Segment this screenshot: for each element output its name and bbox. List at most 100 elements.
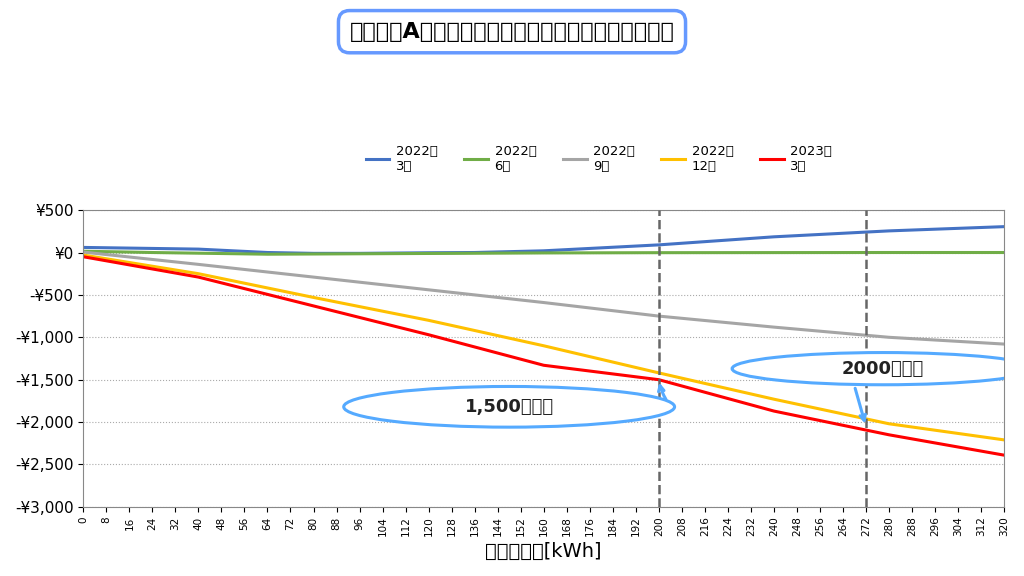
Line: 2022年
12月: 2022年 12月 <box>83 255 1004 440</box>
2022年
6月 <box>399 250 412 257</box>
2022年
3月 <box>906 226 919 233</box>
2022年
9月 <box>952 338 965 345</box>
2022年
9月 <box>814 328 826 335</box>
2023年
3月 <box>146 266 159 272</box>
2022年
12月 <box>860 415 872 422</box>
2022年
3月 <box>261 249 273 256</box>
2022年
3月 <box>630 242 642 249</box>
2022年
3月 <box>100 244 113 251</box>
Ellipse shape <box>344 386 675 427</box>
2022年
9月 <box>261 268 273 275</box>
2022年
6月 <box>883 249 895 256</box>
2022年
12月 <box>377 308 389 314</box>
X-axis label: 使用電力量[kWh]: 使用電力量[kWh] <box>485 542 602 561</box>
2022年
12月 <box>975 433 987 440</box>
2022年
3月 <box>538 247 550 254</box>
2023年
3月 <box>492 350 504 357</box>
2022年
3月 <box>123 245 135 252</box>
2022年
9月 <box>860 332 872 339</box>
2022年
9月 <box>676 315 688 322</box>
2022年
12月 <box>952 430 965 437</box>
2022年
6月 <box>929 249 941 256</box>
2022年
12月 <box>307 294 319 301</box>
2022年
3月 <box>814 231 826 238</box>
2023年
3月 <box>239 285 251 292</box>
2022年
3月 <box>676 240 688 247</box>
2022年
9月 <box>584 305 596 312</box>
2022年
6月 <box>744 249 757 256</box>
2023年
3月 <box>837 422 849 429</box>
Line: 2022年
6月: 2022年 6月 <box>83 251 1004 254</box>
2022年
3月 <box>307 250 319 257</box>
2023年
3月 <box>860 427 872 434</box>
2022年
6月 <box>146 249 159 256</box>
2022年
12月 <box>698 380 711 387</box>
2022年
12月 <box>906 423 919 430</box>
2023年
3月 <box>100 257 113 264</box>
2022年
12月 <box>239 280 251 287</box>
2022年
6月 <box>377 250 389 257</box>
2022年
9月 <box>353 279 366 286</box>
2022年
9月 <box>77 249 89 256</box>
2022年
12月 <box>469 327 481 334</box>
2022年
6月 <box>997 249 1010 256</box>
2022年
12月 <box>791 401 803 408</box>
2022年
6月 <box>514 249 526 256</box>
2022年
3月 <box>952 225 965 232</box>
2022年
9月 <box>377 281 389 288</box>
2022年
12月 <box>538 342 550 349</box>
2022年
3月 <box>445 249 458 256</box>
2022年
9月 <box>560 302 572 309</box>
2022年
9月 <box>331 276 343 283</box>
Text: 従量電灯Aにした場合のお得金額（燃料調整額込み）: 従量電灯Aにした場合のお得金額（燃料調整額込み） <box>349 22 675 41</box>
2022年
6月 <box>492 249 504 256</box>
2023年
3月 <box>997 452 1010 458</box>
2022年
9月 <box>698 317 711 324</box>
2023年
3月 <box>353 314 366 321</box>
Line: 2022年
9月: 2022年 9月 <box>83 252 1004 344</box>
2022年
12月 <box>560 348 572 355</box>
2022年
3月 <box>285 249 297 256</box>
2022年
9月 <box>630 310 642 317</box>
2022年
9月 <box>100 251 113 258</box>
2023年
3月 <box>193 274 205 281</box>
2022年
9月 <box>445 289 458 296</box>
2023年
3月 <box>584 367 596 374</box>
2022年
12月 <box>193 270 205 277</box>
2022年
12月 <box>331 298 343 305</box>
2023年
3月 <box>791 412 803 419</box>
2022年
12月 <box>261 285 273 291</box>
Line: 2023年
3月: 2023年 3月 <box>83 257 1004 455</box>
2022年
3月 <box>560 246 572 253</box>
2022年
3月 <box>975 224 987 231</box>
2022年
3月 <box>353 250 366 257</box>
2022年
3月 <box>698 238 711 245</box>
2022年
3月 <box>997 223 1010 230</box>
2023年
3月 <box>906 435 919 442</box>
Text: 2000円お得: 2000円お得 <box>842 359 925 378</box>
2023年
3月 <box>630 373 642 380</box>
2022年
12月 <box>606 359 618 366</box>
2022年
6月 <box>261 251 273 257</box>
2022年
6月 <box>698 249 711 256</box>
2022年
6月 <box>285 251 297 257</box>
2023年
3月 <box>744 401 757 408</box>
2022年
6月 <box>791 249 803 256</box>
2022年
9月 <box>239 266 251 273</box>
2022年
12月 <box>676 375 688 382</box>
2022年
3月 <box>492 248 504 255</box>
2023年
3月 <box>261 291 273 298</box>
2022年
9月 <box>423 286 435 293</box>
2022年
9月 <box>975 339 987 346</box>
2023年
3月 <box>445 338 458 344</box>
2022年
9月 <box>146 256 159 263</box>
2022年
3月 <box>469 249 481 256</box>
2023年
3月 <box>538 362 550 369</box>
2022年
12月 <box>514 337 526 344</box>
2022年
9月 <box>514 297 526 304</box>
2023年
3月 <box>169 270 181 276</box>
2022年
9月 <box>837 330 849 337</box>
2022年
6月 <box>676 249 688 256</box>
2023年
3月 <box>469 343 481 350</box>
2022年
12月 <box>77 252 89 259</box>
